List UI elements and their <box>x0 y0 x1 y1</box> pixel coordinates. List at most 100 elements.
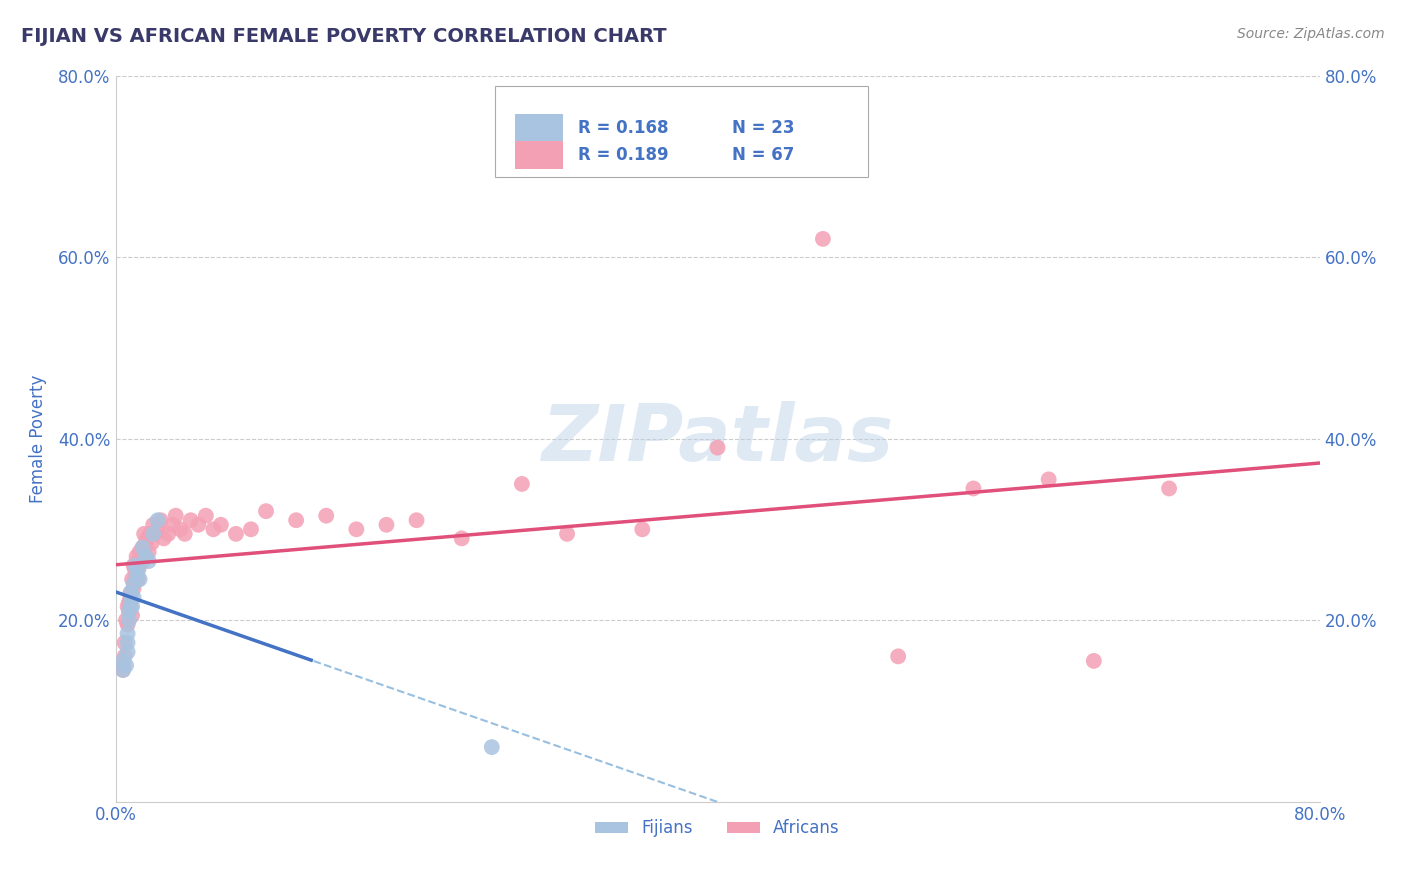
Point <box>225 526 247 541</box>
Point <box>344 522 367 536</box>
Point <box>121 608 143 623</box>
Point <box>706 441 728 455</box>
Point <box>128 572 150 586</box>
Point <box>122 576 145 591</box>
Point <box>254 504 277 518</box>
Legend: Fijians, Africans: Fijians, Africans <box>589 813 846 844</box>
Point <box>136 532 159 546</box>
Point <box>173 526 195 541</box>
Point <box>811 232 834 246</box>
Point <box>209 517 232 532</box>
Point <box>131 554 153 568</box>
Point <box>1157 482 1180 496</box>
Text: R = 0.189: R = 0.189 <box>578 146 668 164</box>
Point <box>122 582 145 596</box>
Point <box>127 572 149 586</box>
Point <box>152 532 174 546</box>
Point <box>481 740 503 755</box>
Point <box>149 513 172 527</box>
Point <box>135 536 157 550</box>
Point <box>165 508 187 523</box>
Point <box>510 477 533 491</box>
Point <box>1038 472 1060 486</box>
Point <box>1083 654 1105 668</box>
Point <box>169 522 191 536</box>
Point <box>146 522 169 536</box>
Point <box>112 658 135 673</box>
Text: N = 67: N = 67 <box>733 146 794 164</box>
Point <box>143 526 166 541</box>
Point <box>631 522 654 536</box>
Point <box>128 545 150 559</box>
Point <box>120 586 142 600</box>
Point <box>120 591 142 605</box>
Point <box>127 563 149 577</box>
Point <box>115 658 138 673</box>
FancyBboxPatch shape <box>515 114 564 142</box>
Point <box>887 649 910 664</box>
Point <box>122 558 145 573</box>
Text: Source: ZipAtlas.com: Source: ZipAtlas.com <box>1237 27 1385 41</box>
Point <box>315 508 337 523</box>
Point <box>120 586 142 600</box>
Point <box>141 536 163 550</box>
Point <box>117 599 139 614</box>
Point <box>142 526 165 541</box>
Point <box>187 517 209 532</box>
Point <box>450 532 472 546</box>
Point <box>120 595 142 609</box>
Point <box>122 591 145 605</box>
Point <box>115 613 138 627</box>
Point <box>131 541 153 555</box>
Point <box>146 513 169 527</box>
Text: N = 23: N = 23 <box>733 119 794 136</box>
Point <box>118 604 141 618</box>
FancyBboxPatch shape <box>515 141 564 169</box>
Point <box>375 517 398 532</box>
Point <box>555 526 578 541</box>
Point <box>202 522 225 536</box>
Point <box>138 554 160 568</box>
Point <box>128 558 150 573</box>
Point <box>124 563 146 577</box>
Point <box>114 649 136 664</box>
Point <box>118 613 141 627</box>
Y-axis label: Female Poverty: Female Poverty <box>30 375 46 503</box>
Point <box>125 549 148 564</box>
Point <box>194 508 217 523</box>
Point <box>117 645 139 659</box>
Point <box>120 599 142 614</box>
Text: ZIPatlas: ZIPatlas <box>541 401 894 476</box>
Point <box>125 567 148 582</box>
Point <box>135 549 157 564</box>
Point <box>138 545 160 559</box>
Point <box>139 526 162 541</box>
Point <box>112 654 135 668</box>
Point <box>135 549 157 564</box>
Point <box>124 558 146 573</box>
Point <box>285 513 308 527</box>
Point <box>112 663 135 677</box>
Text: R = 0.168: R = 0.168 <box>578 119 668 136</box>
Point <box>121 599 143 614</box>
Point <box>114 636 136 650</box>
Point <box>117 617 139 632</box>
Point <box>118 595 141 609</box>
Point <box>124 572 146 586</box>
Point <box>117 626 139 640</box>
Point <box>117 636 139 650</box>
Point <box>405 513 427 527</box>
Point <box>121 572 143 586</box>
Text: FIJIAN VS AFRICAN FEMALE POVERTY CORRELATION CHART: FIJIAN VS AFRICAN FEMALE POVERTY CORRELA… <box>21 27 666 45</box>
Point <box>180 513 202 527</box>
Point <box>127 554 149 568</box>
Point <box>240 522 263 536</box>
Point <box>112 663 135 677</box>
FancyBboxPatch shape <box>495 87 868 178</box>
Point <box>142 517 165 532</box>
Point <box>162 517 184 532</box>
Point <box>157 526 180 541</box>
Point <box>125 567 148 582</box>
Point <box>118 604 141 618</box>
Point <box>134 526 156 541</box>
